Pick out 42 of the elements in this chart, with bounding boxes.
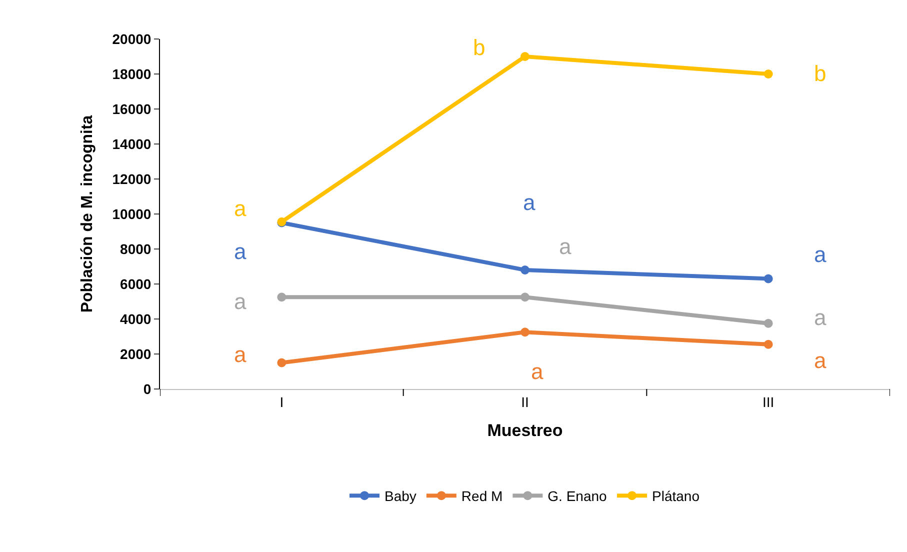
legend-label: Red M — [461, 488, 503, 504]
y-tick-label: 0 — [143, 380, 152, 397]
y-tick-label: 4000 — [120, 310, 152, 327]
point — [520, 266, 530, 274]
x-axis-title: Muestreo — [487, 421, 563, 440]
data-label: b — [814, 61, 826, 86]
y-tick-label: 6000 — [120, 276, 152, 292]
x-tick-label: II — [521, 394, 529, 410]
y-tick-label: 16000 — [112, 100, 152, 117]
point — [520, 52, 530, 61]
data-label: a — [234, 342, 247, 367]
data-label: a — [814, 305, 827, 330]
point — [277, 292, 286, 302]
y-tick-label: 2000 — [120, 346, 152, 362]
y-tick-label: 10000 — [112, 206, 152, 222]
point — [520, 292, 530, 302]
data-label: a — [234, 196, 247, 221]
data-label: a — [234, 289, 247, 314]
data-label: b — [473, 35, 486, 60]
legend-label: Baby — [384, 488, 416, 504]
point — [520, 328, 530, 337]
y-tick-label: 14000 — [112, 136, 152, 152]
y-axis-title: Población de M. incognita — [79, 115, 96, 313]
point — [277, 358, 286, 368]
point — [764, 70, 773, 78]
y-tick-label: 12000 — [112, 170, 152, 187]
data-label: a — [531, 359, 544, 384]
point — [764, 340, 773, 349]
legend-label: Plátano — [652, 488, 700, 504]
data-label: a — [559, 234, 572, 259]
legend-label: G. Enano — [548, 488, 608, 504]
y-tick-label: 18000 — [112, 66, 152, 82]
x-tick-label: I — [280, 394, 284, 410]
data-label: a — [523, 190, 536, 215]
point — [764, 274, 773, 284]
x-tick-label: III — [762, 394, 774, 410]
data-label: a — [814, 242, 827, 267]
y-tick-label: 20000 — [112, 30, 152, 47]
point — [764, 318, 773, 328]
y-tick-label: 8000 — [120, 240, 152, 257]
data-label: a — [814, 348, 827, 373]
data-label: a — [234, 239, 247, 264]
